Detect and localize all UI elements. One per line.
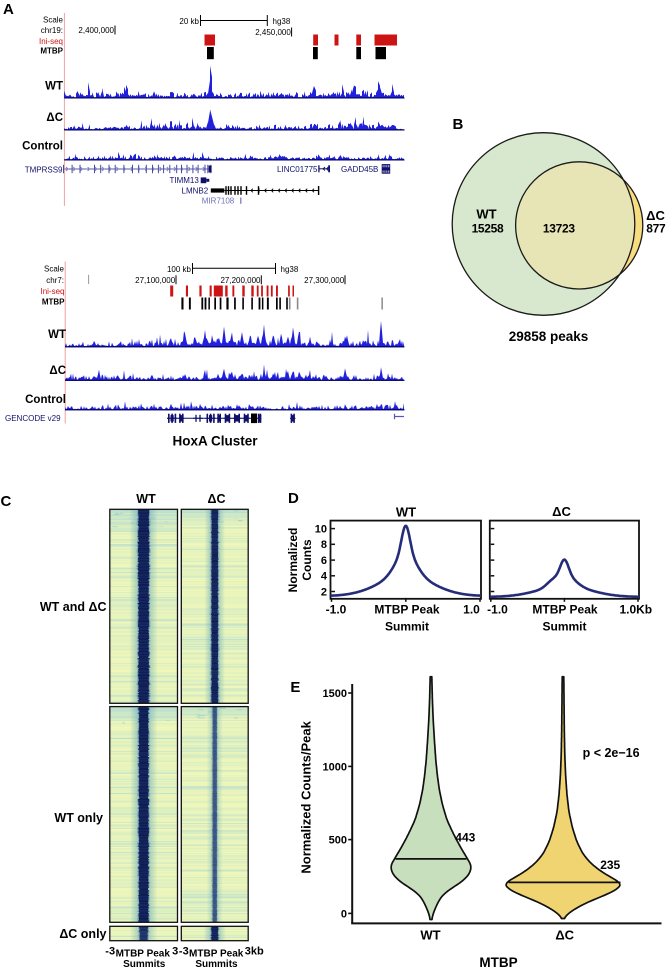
- svg-text:WT only: WT only: [54, 811, 103, 825]
- svg-text:10: 10: [315, 523, 327, 535]
- svg-text:MTBP: MTBP: [479, 955, 517, 969]
- svg-text:27,100,000: 27,100,000: [135, 276, 176, 285]
- svg-text:ΔC: ΔC: [49, 365, 66, 377]
- svg-text:chr7:: chr7:: [46, 276, 64, 285]
- svg-text:20 kb: 20 kb: [179, 17, 199, 26]
- svg-text:TMPRSS9: TMPRSS9: [25, 165, 63, 174]
- svg-text:MTBP: MTBP: [40, 46, 63, 55]
- svg-text:27,200,000: 27,200,000: [220, 276, 261, 285]
- svg-text:p < 2e−16: p < 2e−16: [583, 746, 640, 760]
- svg-text:LINC01775: LINC01775: [277, 165, 318, 174]
- svg-text:1.0Kb: 1.0Kb: [619, 603, 652, 617]
- svg-text:WT: WT: [48, 329, 66, 341]
- svg-text:D: D: [288, 490, 299, 507]
- svg-text:4: 4: [321, 571, 328, 583]
- svg-text:ΔC: ΔC: [555, 928, 574, 943]
- svg-text:C: C: [1, 493, 12, 510]
- svg-text:Counts: Counts: [300, 539, 314, 581]
- svg-text:-1.0: -1.0: [487, 603, 508, 617]
- svg-text:hg38: hg38: [273, 17, 291, 26]
- svg-text:hg38: hg38: [281, 265, 299, 274]
- svg-text:0: 0: [341, 908, 347, 920]
- svg-text:chr19:: chr19:: [41, 26, 63, 35]
- svg-text:LMNB2: LMNB2: [182, 186, 209, 195]
- svg-text:HoxA Cluster: HoxA Cluster: [172, 434, 258, 449]
- svg-text:-3: -3: [105, 946, 115, 958]
- svg-text:Summit: Summit: [542, 620, 586, 634]
- svg-text:Scale: Scale: [43, 16, 64, 25]
- svg-text:Normalized Counts/Peak: Normalized Counts/Peak: [299, 720, 314, 873]
- svg-text:TIMM13: TIMM13: [169, 176, 199, 185]
- svg-text:6: 6: [321, 555, 327, 567]
- svg-text:ΔC: ΔC: [207, 492, 225, 506]
- svg-text:100 kb: 100 kb: [167, 265, 192, 274]
- svg-text:3kb: 3kb: [245, 946, 264, 958]
- svg-text:MTBP: MTBP: [42, 298, 65, 307]
- svg-text:-1.0: -1.0: [326, 603, 347, 617]
- svg-text:WT: WT: [476, 207, 496, 222]
- svg-text:1500: 1500: [323, 688, 347, 700]
- svg-text:E: E: [290, 679, 300, 696]
- svg-text:27,300,000: 27,300,000: [304, 276, 345, 285]
- svg-text:443: 443: [455, 830, 475, 844]
- svg-text:13723: 13723: [543, 222, 575, 236]
- svg-text:B: B: [453, 116, 464, 133]
- svg-text:Summits: Summits: [195, 959, 238, 969]
- svg-text:GADD45B: GADD45B: [341, 165, 378, 174]
- svg-text:MTBP Peak: MTBP Peak: [189, 949, 244, 960]
- svg-text:MTBP Peak: MTBP Peak: [532, 603, 597, 617]
- svg-text:2: 2: [321, 586, 327, 598]
- svg-text:MTBP Peak: MTBP Peak: [374, 603, 439, 617]
- svg-text:ΔC: ΔC: [46, 112, 63, 124]
- svg-text:-3: -3: [179, 946, 189, 958]
- svg-text:Scale: Scale: [44, 265, 65, 274]
- svg-text:Normalized: Normalized: [286, 528, 300, 593]
- svg-text:Ini-seq: Ini-seq: [40, 287, 64, 296]
- svg-text:Ini-seq: Ini-seq: [39, 37, 63, 46]
- svg-text:ΔC: ΔC: [552, 504, 571, 519]
- svg-text:WT: WT: [420, 928, 440, 943]
- svg-text:WT and ΔC: WT and ΔC: [40, 600, 107, 614]
- svg-text:WT: WT: [136, 492, 156, 506]
- svg-text:MIR7108: MIR7108: [202, 196, 235, 205]
- svg-text:29858 peaks: 29858 peaks: [509, 329, 589, 344]
- svg-text:3: 3: [172, 946, 178, 958]
- svg-text:GENCODE v29: GENCODE v29: [5, 414, 61, 423]
- svg-text:A: A: [3, 1, 14, 18]
- svg-text:500: 500: [329, 835, 347, 847]
- svg-text:15258: 15258: [472, 222, 504, 236]
- svg-text:877: 877: [646, 222, 666, 236]
- svg-text:1.0: 1.0: [463, 603, 480, 617]
- svg-text:Control: Control: [22, 141, 63, 153]
- svg-text:235: 235: [600, 858, 620, 872]
- svg-text:WT: WT: [396, 505, 416, 520]
- svg-text:Summit: Summit: [385, 620, 429, 634]
- svg-text:1000: 1000: [323, 761, 347, 773]
- svg-text:8: 8: [321, 539, 327, 551]
- svg-text:2,450,000: 2,450,000: [255, 28, 291, 37]
- svg-text:ΔC only: ΔC only: [59, 927, 106, 941]
- svg-text:ΔC: ΔC: [646, 208, 665, 223]
- svg-text:Summits: Summits: [123, 959, 166, 969]
- svg-text:WT: WT: [45, 81, 63, 93]
- svg-text:MTBP Peak: MTBP Peak: [116, 949, 171, 960]
- svg-text:Control: Control: [25, 394, 66, 406]
- svg-text:2,400,000: 2,400,000: [78, 26, 114, 35]
